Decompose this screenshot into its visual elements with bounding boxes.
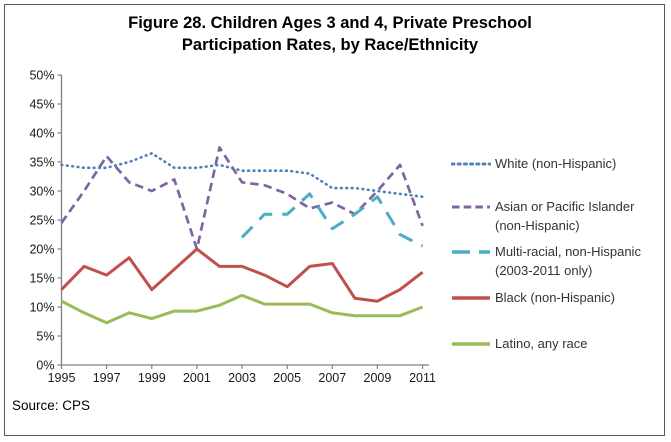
x-tick-label: 2011 [409,371,436,385]
legend-item-latino-any-race: Latino, any race [451,334,588,353]
y-tick-label: 45% [29,98,54,112]
chart-title: Figure 28. Children Ages 3 and 4, Privat… [0,12,660,56]
series-line-asian-or-pacific-islander-non-hispanic [60,146,424,251]
legend-swatch-multi-racial-non-hispanic-2003-2011-only [452,250,490,254]
x-tick-label: 1997 [93,371,121,385]
legend-swatch-black-non-hispanic [452,296,490,300]
series-line-black-non-hispanic [60,247,424,303]
y-tick-label: 20% [29,243,54,257]
legend-item-black-non-hispanic: Black (non-Hispanic) [451,288,615,307]
legend-swatch-asian-or-pacific-islander-non-hispanic [452,205,490,209]
series-line-white-non-hispanic [60,152,424,199]
legend-label-asian-or-pacific-islander-non-hispanic: Asian or Pacific Islander (non-Hispanic) [495,199,635,233]
legend-swatch-latino-any-race [452,342,490,346]
legend-swatch-white-non-hispanic [451,162,491,166]
y-tick-label: 0% [36,359,54,373]
x-tick-label: 2003 [228,371,256,385]
x-tick-label: 1999 [138,371,166,385]
chart-title-line2: Participation Rates, by Race/Ethnicity [181,36,479,54]
x-tick-label: 2007 [318,371,346,385]
y-tick-label: 10% [29,301,54,315]
y-tick-label: 5% [36,330,54,344]
legend-item-asian-or-pacific-islander-non-hispanic: Asian or Pacific Islander (non-Hispanic) [451,197,634,235]
chart-outer-border [4,4,665,436]
y-tick-label: 25% [29,214,54,228]
legend-label-white-non-hispanic: White (non-Hispanic) [495,156,617,171]
legend-item-multi-racial-non-hispanic-2003-2011-only: Multi-racial, non-Hispanic (2003-2011 onl… [451,242,641,280]
y-tick-label: 40% [29,127,54,141]
x-tick-label: 1995 [48,371,76,385]
legend-label-multi-racial-non-hispanic-2003-2011-only: Multi-racial, non-Hispanic (2003-2011 onl… [495,244,641,278]
legend-label-black-non-hispanic: Black (non-Hispanic) [495,290,615,305]
y-tick-label: 35% [29,156,54,170]
y-tick-label: 30% [29,185,54,199]
y-tick-label: 50% [29,69,54,83]
legend-label-latino-any-race: Latino, any race [495,336,588,351]
y-tick-label: 15% [29,272,54,286]
chart-title-line1: Figure 28. Children Ages 3 and 4, Privat… [128,14,532,32]
x-tick-label: 2005 [273,371,301,385]
legend-item-white-non-hispanic: White (non-Hispanic) [451,154,616,173]
series-line-multi-racial-non-hispanic-2003-2011-only [240,192,424,248]
series-line-latino-any-race [60,293,424,325]
source-note: Source: CPS [12,398,91,413]
x-tick-label: 2001 [183,371,211,385]
x-tick-label: 2009 [364,371,392,385]
